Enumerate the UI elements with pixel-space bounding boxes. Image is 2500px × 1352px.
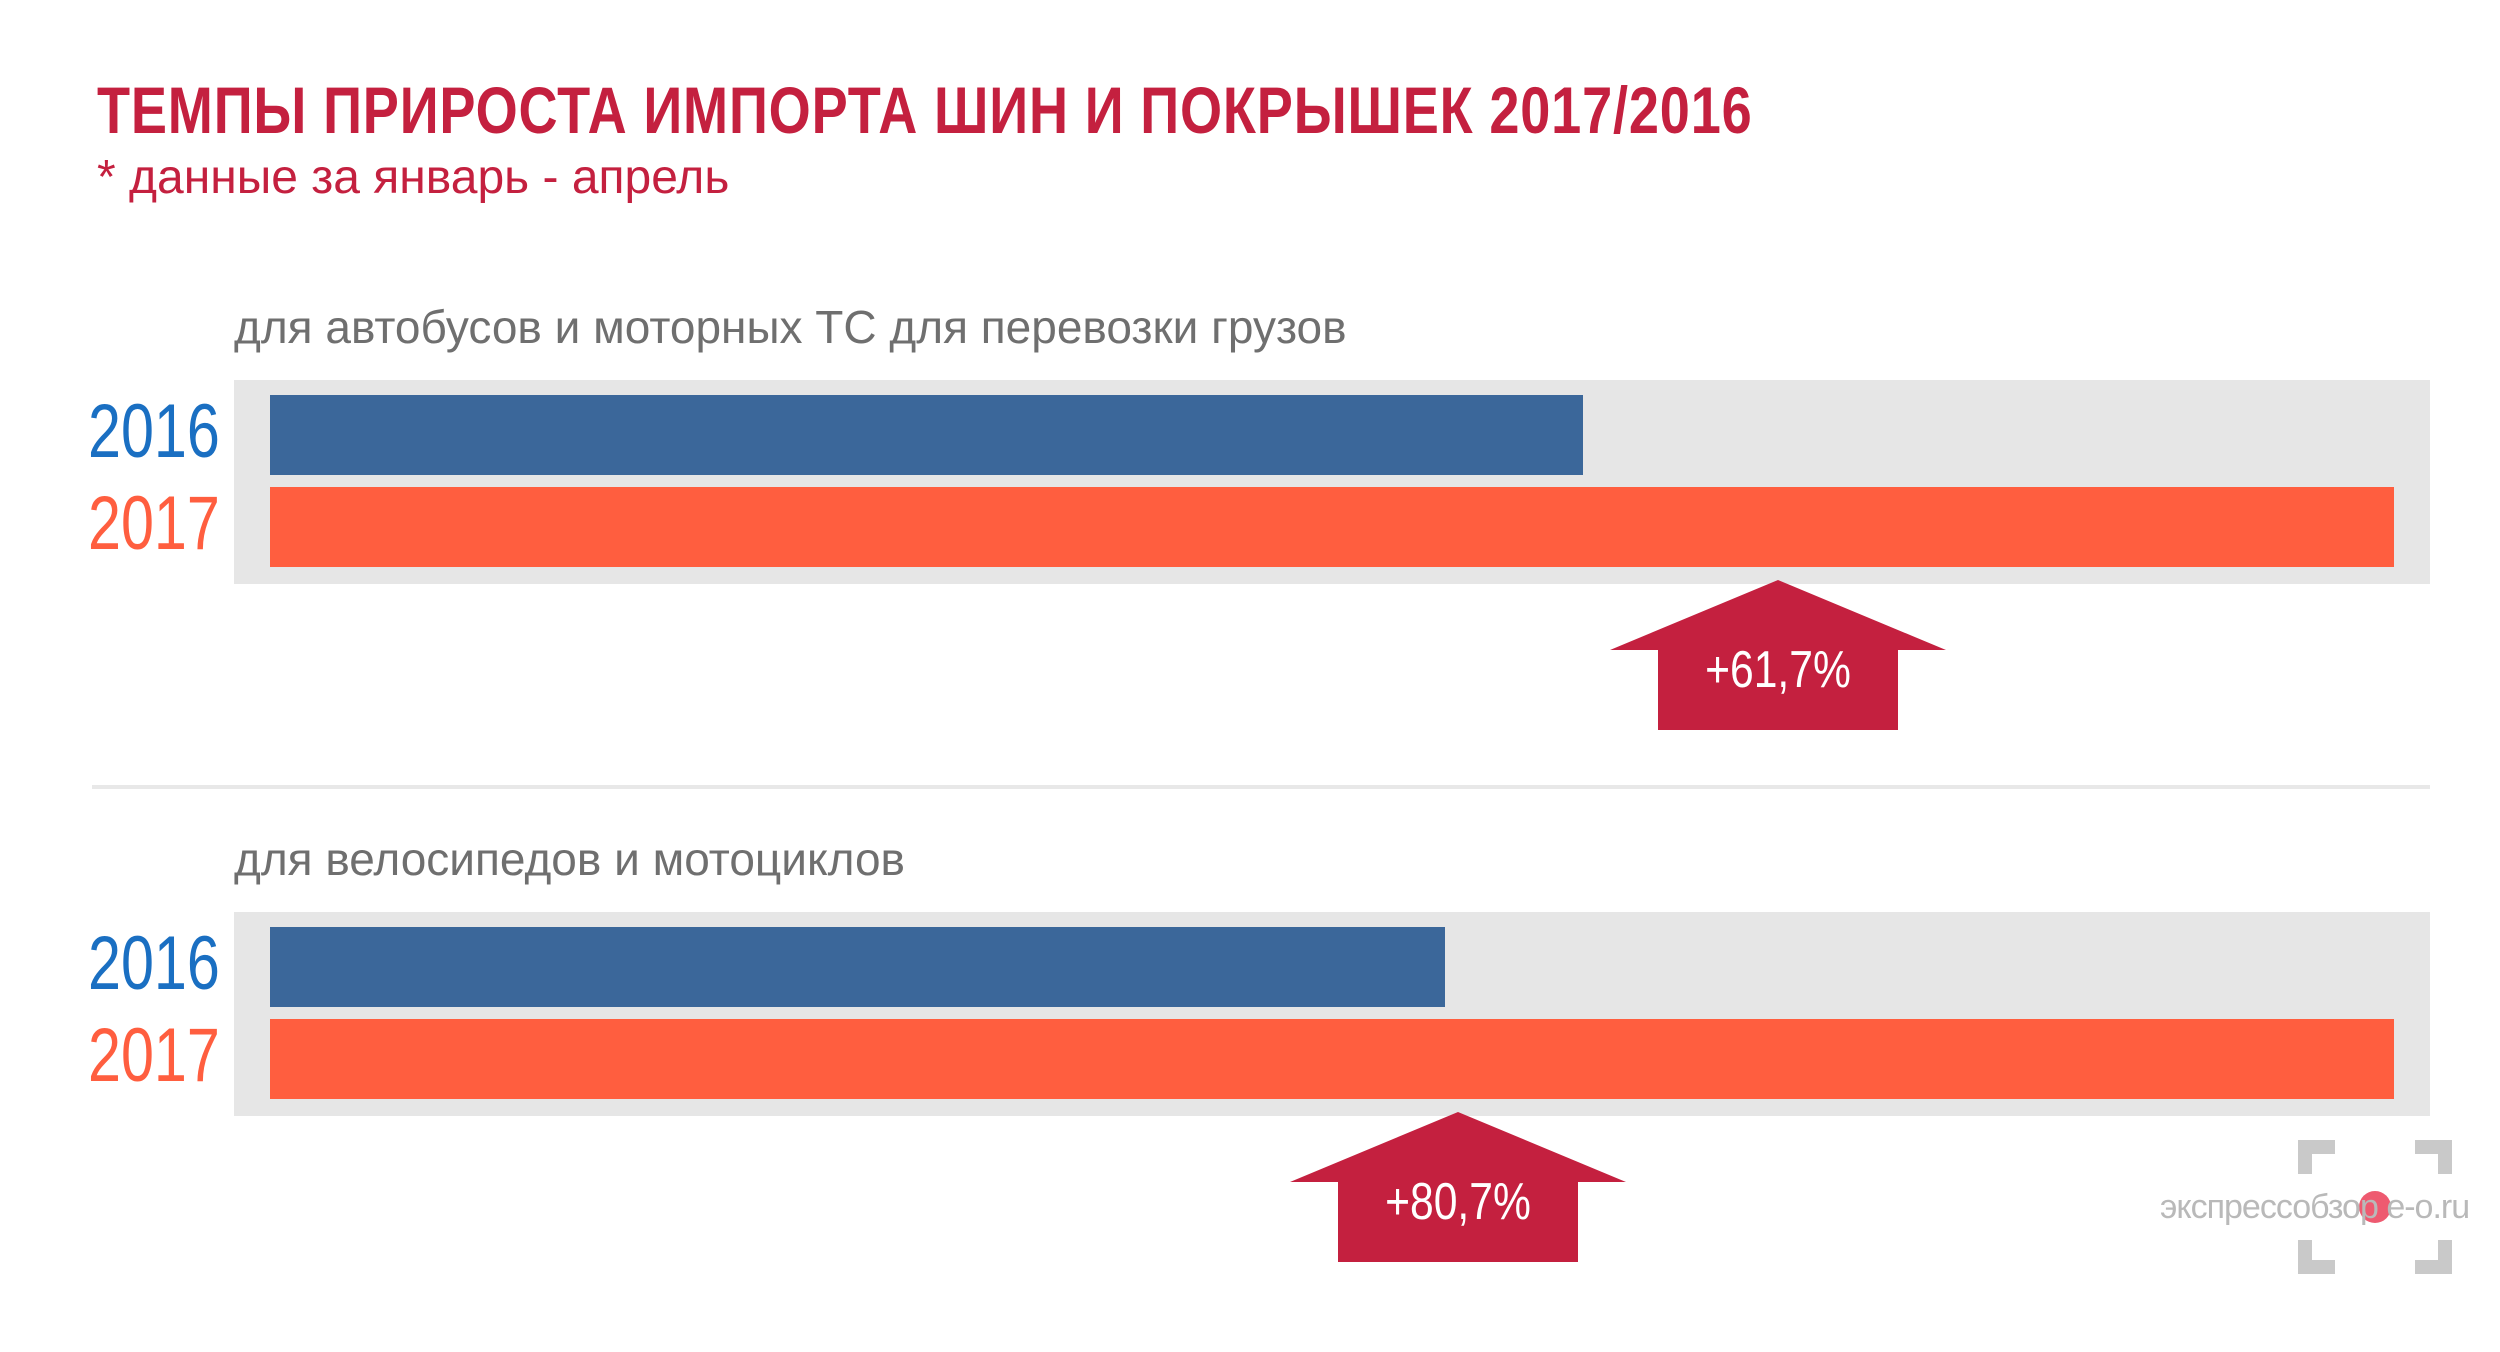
growth-label: +61,7% bbox=[1705, 641, 1851, 699]
chart-group-trucks: для автобусов и моторных ТС для перевозк… bbox=[0, 300, 2500, 820]
bar-2016 bbox=[270, 927, 1445, 1007]
chart-group-bikes: для велосипедов и мотоциклов 2016 2017 +… bbox=[0, 832, 2500, 1352]
section-divider bbox=[92, 785, 2430, 789]
growth-arrow: +61,7% bbox=[1610, 580, 1946, 730]
watermark-text: экспрессобзор e-o.ru bbox=[2160, 1188, 2470, 1226]
bar-2017 bbox=[270, 1019, 2394, 1099]
year-label-2017: 2017 bbox=[88, 481, 220, 566]
camera-frame-icon bbox=[2298, 1140, 2452, 1274]
up-arrow-icon bbox=[1610, 580, 1946, 730]
bar-2016 bbox=[270, 395, 1583, 475]
year-label-2017: 2017 bbox=[88, 1013, 220, 1098]
growth-label: +80,7% bbox=[1385, 1173, 1531, 1231]
chart-subtitle: * данные за январь - апрель bbox=[97, 151, 730, 204]
up-arrow-icon bbox=[1290, 1112, 1626, 1262]
watermark-logo: экспрессобзор e-o.ru bbox=[2150, 1140, 2480, 1280]
growth-arrow: +80,7% bbox=[1290, 1112, 1626, 1262]
year-label-2016: 2016 bbox=[88, 389, 220, 474]
group-label: для автобусов и моторных ТС для перевозк… bbox=[234, 301, 1347, 353]
group-label: для велосипедов и мотоциклов bbox=[234, 833, 905, 885]
bar-2017 bbox=[270, 487, 2394, 567]
year-label-2016: 2016 bbox=[88, 921, 220, 1006]
chart-title: ТЕМПЫ ПРИРОСТА ИМПОРТА ШИН И ПОКРЫШЕК 20… bbox=[97, 73, 1753, 147]
